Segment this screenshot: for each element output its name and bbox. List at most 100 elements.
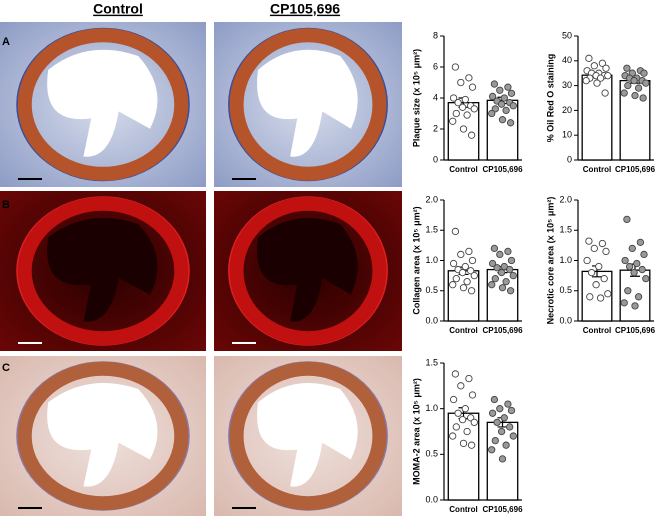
data-point — [620, 299, 628, 307]
data-point — [640, 250, 648, 259]
y-tick-label: 0.5 — [425, 449, 438, 459]
data-point — [496, 405, 504, 413]
y-tick-label: 1.5 — [425, 357, 438, 367]
data-point — [470, 271, 478, 280]
data-point — [506, 119, 515, 127]
data-point — [596, 74, 605, 82]
x-tick-label: CP105,696 — [482, 326, 523, 335]
data-point — [488, 109, 496, 118]
y-axis-label: MOMA-2 area (x 10⁵ μm²) — [411, 378, 421, 485]
data-point — [500, 94, 508, 102]
data-point — [488, 446, 496, 454]
data-point — [601, 89, 609, 97]
data-point — [465, 74, 473, 82]
data-point — [488, 281, 496, 289]
data-point — [452, 109, 460, 118]
data-point — [488, 92, 497, 101]
data-point — [468, 83, 477, 91]
x-tick-label: Control — [449, 165, 477, 174]
data-point — [488, 259, 497, 268]
data-point — [454, 409, 462, 417]
data-point — [638, 265, 646, 274]
data-point — [595, 262, 603, 271]
data-point — [470, 105, 478, 113]
x-tick-label: Control — [583, 326, 611, 335]
data-point — [642, 79, 650, 87]
data-point — [628, 244, 636, 253]
x-tick-label: CP105,696 — [615, 326, 656, 335]
y-tick-label: 2 — [433, 123, 438, 133]
data-point — [640, 69, 648, 77]
data-point — [465, 374, 473, 383]
data-point — [449, 281, 457, 289]
plaque — [229, 361, 387, 511]
data-point — [596, 294, 605, 302]
data-point — [600, 274, 608, 283]
data-point — [592, 281, 600, 289]
column-header: CP105,696 — [270, 1, 340, 17]
data-point — [504, 83, 512, 91]
y-axis-label: Plaque size (x 10⁵ μm²) — [411, 49, 421, 147]
data-point — [451, 227, 460, 236]
data-point — [497, 427, 506, 436]
data-point — [458, 268, 467, 277]
data-point — [498, 284, 507, 292]
data-point — [623, 215, 631, 224]
y-tick-label: 1.0 — [559, 255, 572, 265]
lumen — [257, 49, 358, 157]
data-point — [468, 391, 477, 399]
y-tick-label: 50 — [562, 30, 572, 40]
y-tick-label: 0.5 — [559, 285, 572, 295]
data-point — [493, 264, 501, 272]
panel-label: A — [2, 36, 10, 48]
lumen — [47, 217, 158, 322]
data-point — [496, 86, 504, 94]
data-point — [449, 94, 458, 102]
data-point — [451, 370, 460, 378]
y-axis-label: Necrotic core area (x 10⁵ μm²) — [545, 197, 555, 325]
y-tick-label: 1.0 — [425, 255, 438, 265]
bar — [581, 74, 613, 161]
x-tick-label: Control — [449, 505, 477, 514]
y-tick-label: 0 — [433, 154, 438, 164]
y-tick-label: 0.0 — [559, 315, 572, 325]
data-point — [490, 80, 499, 88]
data-point — [506, 265, 514, 274]
data-point — [491, 436, 499, 445]
plaque — [229, 28, 387, 181]
data-point — [465, 247, 473, 256]
data-point — [457, 382, 465, 390]
data-point — [491, 274, 499, 283]
y-tick-label: 0.0 — [425, 315, 438, 325]
data-point — [504, 247, 512, 256]
data-point — [457, 78, 465, 87]
data-point — [633, 259, 641, 268]
y-tick-label: 30 — [562, 80, 572, 90]
x-tick-label: CP105,696 — [615, 165, 656, 174]
y-tick-label: 0.0 — [425, 494, 438, 504]
data-point — [621, 256, 629, 265]
data-point — [457, 250, 465, 259]
data-point — [449, 395, 458, 404]
data-point — [451, 63, 460, 71]
data-point — [620, 89, 628, 97]
data-point — [509, 432, 517, 440]
y-tick-label: 0 — [567, 154, 572, 164]
data-point — [602, 247, 610, 256]
data-point — [467, 267, 475, 275]
x-tick-label: Control — [583, 165, 611, 174]
data-point — [590, 62, 598, 70]
data-point — [639, 94, 647, 102]
data-point — [598, 239, 607, 248]
data-point — [585, 237, 593, 245]
y-tick-label: 2.0 — [425, 194, 438, 204]
data-point — [461, 95, 469, 104]
panel-label: B — [2, 199, 10, 211]
data-point — [449, 117, 457, 125]
data-point — [624, 81, 632, 90]
data-point — [593, 79, 601, 87]
data-point — [630, 76, 638, 85]
data-point — [502, 441, 510, 449]
data-point — [509, 271, 517, 280]
y-tick-label: 10 — [562, 130, 572, 140]
